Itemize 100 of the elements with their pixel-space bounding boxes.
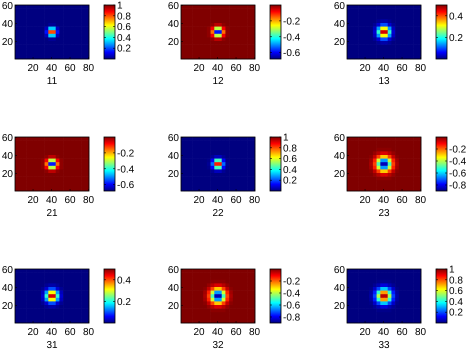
x-tick-label: 40 (212, 195, 224, 206)
y-tick-label: 60 (2, 132, 14, 144)
x-tick-label: 80 (248, 63, 261, 74)
color-bar-label: 0.2 (117, 296, 132, 308)
color-bar-label: 0.4 (449, 11, 464, 22)
x-tick-label: 80 (82, 195, 95, 206)
y-tick-label: 40 (168, 18, 180, 30)
color-bar-label: 1 (283, 132, 289, 144)
color-bar-label: -0.2 (449, 144, 467, 156)
y-tick-label: 20 (2, 36, 14, 48)
y-tick-label: 40 (168, 282, 180, 294)
x-tick-label: 20 (27, 195, 40, 206)
y-tick-label: 60 (168, 264, 180, 276)
x-tick-label: 40 (212, 63, 224, 74)
color-bar-label: 0.2 (117, 44, 132, 55)
color-bar-label: 0.2 (449, 308, 464, 319)
color-bar-label: 0.8 (117, 11, 132, 22)
x-tick-label: 60 (64, 195, 76, 206)
y-tick-label: 20 (334, 168, 346, 180)
y-tick-label: 20 (334, 300, 346, 312)
color-bar-label: -0.8 (283, 312, 301, 324)
color-bar-label: 0.4 (117, 275, 132, 286)
x-tick-label: 20 (193, 63, 206, 74)
color-bar-label: -0.4 (117, 164, 135, 176)
x-axis-title: 31 (46, 340, 58, 349)
x-tick-label: 40 (212, 327, 224, 338)
x-tick-label: 60 (230, 327, 242, 338)
x-tick-label: 20 (27, 63, 40, 74)
x-axis-title: 33 (378, 340, 390, 349)
y-tick-label: 60 (334, 264, 346, 276)
y-tick-label: 60 (2, 264, 14, 276)
x-axis-title: 32 (212, 340, 224, 349)
x-tick-label: 40 (46, 195, 58, 206)
x-axis-title: 21 (46, 208, 58, 219)
y-tick-label: 40 (2, 18, 14, 30)
x-tick-label: 80 (248, 327, 261, 338)
color-bar-label: 0.4 (449, 296, 464, 308)
color-bar-label: -0.2 (283, 276, 301, 288)
x-tick-label: 40 (46, 327, 58, 338)
y-tick-label: 40 (334, 150, 346, 162)
color-bar-label: -0.6 (449, 168, 467, 180)
y-tick-label: 40 (168, 150, 180, 162)
x-tick-label: 60 (230, 63, 242, 74)
color-bar-label: 0.4 (117, 32, 132, 44)
y-tick-label: 60 (334, 0, 346, 12)
x-axis-title: 22 (212, 208, 224, 219)
x-tick-label: 20 (359, 327, 372, 338)
color-bar-label: -0.6 (283, 48, 301, 60)
y-tick-label: 20 (168, 300, 180, 312)
color-bar-label: 1 (117, 0, 123, 12)
x-tick-label: 80 (414, 327, 427, 338)
x-axis-title: 13 (378, 76, 390, 87)
y-tick-label: 40 (334, 282, 346, 294)
y-tick-label: 20 (168, 168, 180, 180)
y-tick-label: 60 (168, 132, 180, 144)
x-tick-label: 40 (378, 327, 390, 338)
y-tick-label: 20 (168, 36, 180, 48)
x-tick-label: 60 (64, 327, 76, 338)
x-tick-label: 80 (82, 327, 95, 338)
x-axis-title: 23 (378, 208, 390, 219)
color-bar-label: -0.8 (449, 180, 467, 192)
color-bar-label: 0.2 (283, 176, 298, 187)
x-tick-label: 20 (193, 327, 206, 338)
x-axis-title: 12 (212, 76, 224, 87)
x-tick-label: 80 (414, 63, 427, 74)
x-tick-label: 40 (46, 63, 58, 74)
y-tick-label: 60 (2, 0, 14, 12)
color-bar-label: -0.4 (283, 288, 301, 300)
x-tick-label: 20 (359, 63, 372, 74)
x-tick-label: 40 (378, 63, 390, 74)
y-tick-label: 20 (334, 36, 346, 48)
color-bar-label: 0.6 (117, 22, 132, 34)
x-tick-label: 60 (396, 327, 408, 338)
y-tick-label: 40 (334, 18, 346, 30)
x-tick-label: 20 (359, 195, 372, 206)
y-tick-label: 60 (334, 132, 346, 144)
y-tick-label: 40 (2, 150, 14, 162)
color-bar-label: 0.6 (283, 154, 298, 166)
x-tick-label: 20 (27, 327, 40, 338)
y-tick-label: 20 (2, 168, 14, 180)
color-bar-label: -0.6 (283, 300, 301, 312)
x-tick-label: 60 (64, 63, 76, 74)
x-tick-label: 80 (248, 195, 261, 206)
x-tick-label: 20 (193, 195, 206, 206)
x-tick-label: 80 (82, 63, 95, 74)
color-bar-label: 1 (449, 264, 455, 276)
x-tick-label: 80 (414, 195, 427, 206)
color-bar-label: 0.8 (449, 275, 464, 286)
color-bar-label: -0.4 (449, 156, 467, 168)
color-bar-label: -0.4 (283, 32, 301, 44)
color-bar-label: -0.2 (117, 148, 135, 160)
x-tick-label: 60 (396, 63, 408, 74)
color-bar-label: 0.6 (449, 286, 464, 298)
color-bar-label: 0.4 (283, 164, 298, 176)
color-bar-label: 0.2 (449, 32, 464, 44)
y-tick-label: 20 (2, 300, 14, 312)
color-bar-label: -0.2 (283, 16, 301, 28)
x-tick-label: 40 (378, 195, 390, 206)
x-tick-label: 60 (396, 195, 408, 206)
x-tick-label: 60 (230, 195, 242, 206)
